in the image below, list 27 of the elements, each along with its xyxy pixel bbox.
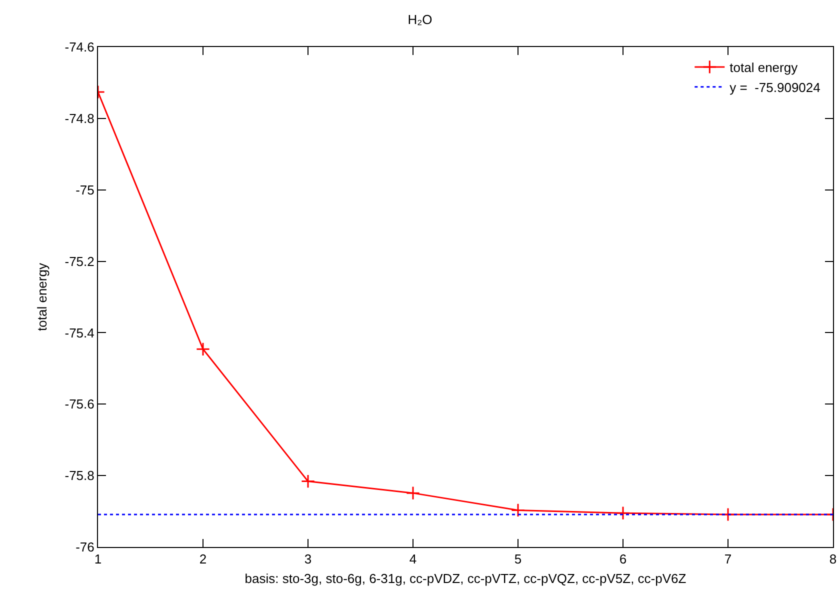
y-axis-title: total energy — [34, 262, 50, 331]
y-tick-label: -76 — [76, 540, 94, 555]
x-tick-label: 8 — [829, 552, 837, 567]
x-tick-label: 1 — [94, 552, 102, 567]
x-tick-label: 7 — [724, 552, 732, 567]
x-tick-label: 2 — [199, 552, 207, 567]
legend-label: total energy — [730, 60, 798, 76]
point — [196, 342, 210, 356]
x-axis-title: basis: sto-3g, sto-6g, 6-31g, cc-pVDZ, cc-pVTZ, cc-pVQZ, cc-pV5Z, cc-pV6Z — [244, 571, 686, 586]
point — [300, 474, 316, 488]
y-tick-label: -74.6 — [64, 40, 94, 55]
y-tick-label: -75.6 — [64, 396, 94, 412]
y-tick-label: -75.8 — [64, 468, 94, 484]
y-tick-label: -74.8 — [64, 110, 94, 126]
y-tick-label: -75 — [76, 182, 94, 198]
legend-label: y = -75.909024 — [730, 80, 820, 95]
x-tick-label: 5 — [514, 552, 522, 567]
point — [406, 486, 420, 500]
point — [510, 503, 526, 518]
x-tick-label: 6 — [619, 552, 627, 567]
y-tick-label: -75.2 — [64, 254, 94, 269]
point — [616, 506, 630, 520]
point — [720, 507, 736, 522]
y-tick-label: -75.4 — [64, 325, 94, 340]
chart-title: H₂O — [408, 12, 432, 28]
x-tick-label: 3 — [304, 552, 312, 567]
x-tick-label: 4 — [409, 552, 417, 567]
